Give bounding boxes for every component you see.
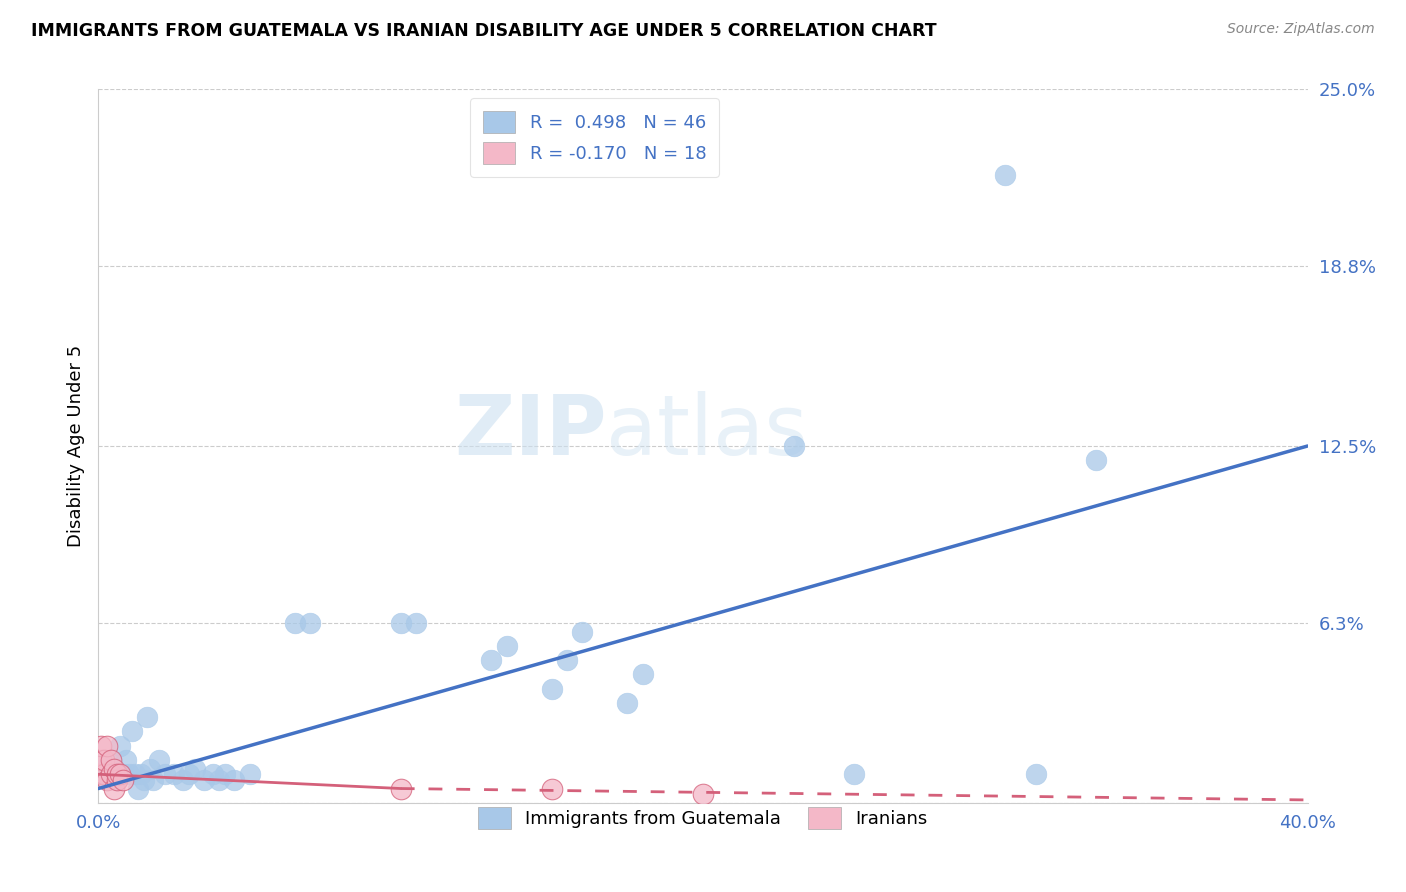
Point [105,772,128,787]
Point [93,762,115,776]
Point [135,710,157,724]
Point [108,739,131,753]
Point [540,681,562,696]
Point [163,767,186,781]
Point [571,624,593,639]
Point [299,615,322,630]
Point [90,753,112,767]
Legend: Immigrants from Guatemala, Iranians: Immigrants from Guatemala, Iranians [468,797,938,840]
Point [103,762,125,776]
Point [389,781,412,796]
Point [481,653,503,667]
Text: atlas: atlas [606,392,808,472]
Point [179,767,201,781]
Point [96,772,118,787]
Text: ZIP: ZIP [454,392,606,472]
Point [844,767,866,781]
Point [129,767,152,781]
Point [616,696,638,710]
Point [87,767,110,781]
Point [692,787,714,801]
Point [148,753,170,767]
Point [90,767,112,781]
Point [93,753,115,767]
Y-axis label: Disability Age Under 5: Disability Age Under 5 [66,345,84,547]
Point [214,767,236,781]
Point [93,767,115,781]
Point [100,753,122,767]
Point [783,439,806,453]
Point [96,772,118,787]
Point [118,767,141,781]
Point [153,767,176,781]
Point [111,772,134,787]
Point [202,767,225,781]
Point [1085,453,1108,467]
Point [208,772,231,787]
Point [121,724,143,739]
Point [132,772,155,787]
Point [284,615,307,630]
Point [495,639,517,653]
Point [105,772,128,787]
Point [124,767,146,781]
Point [172,772,194,787]
Point [1024,767,1046,781]
Point [103,781,125,796]
Point [224,772,246,787]
Point [105,767,128,781]
Point [114,753,136,767]
Point [90,739,112,753]
Point [405,615,427,630]
Point [389,615,412,630]
Point [100,767,122,781]
Point [184,762,207,776]
Point [96,739,118,753]
Point [193,772,215,787]
Point [540,781,562,796]
Point [139,762,162,776]
Point [239,767,262,781]
Point [631,667,654,681]
Point [100,753,122,767]
Point [103,767,125,781]
Point [127,781,149,796]
Point [555,653,578,667]
Point [994,168,1017,182]
Point [111,767,134,781]
Text: Source: ZipAtlas.com: Source: ZipAtlas.com [1227,22,1375,37]
Text: IMMIGRANTS FROM GUATEMALA VS IRANIAN DISABILITY AGE UNDER 5 CORRELATION CHART: IMMIGRANTS FROM GUATEMALA VS IRANIAN DIS… [31,22,936,40]
Point [108,767,131,781]
Point [142,772,165,787]
